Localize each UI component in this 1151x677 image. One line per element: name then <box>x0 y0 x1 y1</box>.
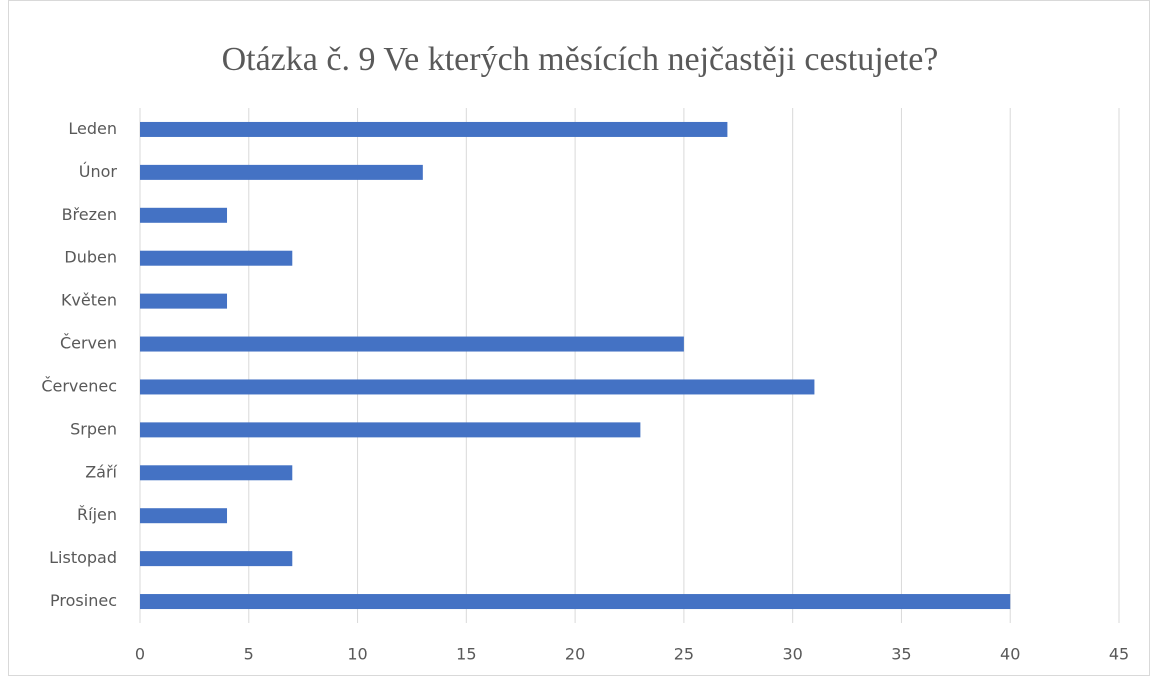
y-tick-label: Březen <box>62 205 117 224</box>
x-tick-label: 15 <box>456 645 476 664</box>
bar <box>140 465 293 481</box>
bar <box>140 422 641 438</box>
bar <box>140 293 228 309</box>
bar <box>140 121 728 137</box>
bar <box>140 250 293 266</box>
y-tick-label: Únor <box>79 162 118 181</box>
y-tick-label: Říjen <box>77 505 117 524</box>
x-tick-label: 5 <box>244 645 254 664</box>
bar <box>140 594 1011 610</box>
y-tick-label: Srpen <box>70 419 117 438</box>
y-tick-label: Září <box>85 462 117 481</box>
y-tick-label: Červenec <box>41 376 117 395</box>
x-tick-label: 35 <box>891 645 911 664</box>
x-tick-label: 30 <box>782 645 802 664</box>
y-tick-label: Červen <box>60 334 117 353</box>
chart-title: Otázka č. 9 Ve kterých měsících nejčastě… <box>222 41 939 78</box>
y-tick-label: Listopad <box>49 548 117 567</box>
y-tick-label: Květen <box>61 291 117 310</box>
bar <box>140 336 684 352</box>
bar <box>140 379 815 395</box>
bar <box>140 508 228 524</box>
x-tick-label: 10 <box>347 645 367 664</box>
y-tick-label: Prosinec <box>50 591 117 610</box>
x-tick-label: 20 <box>565 645 585 664</box>
y-tick-label: Duben <box>64 248 117 267</box>
x-tick-label: 40 <box>1000 645 1020 664</box>
y-tick-label: Leden <box>68 119 117 138</box>
x-tick-label: 25 <box>674 645 694 664</box>
bar <box>140 551 293 567</box>
bar <box>140 207 228 223</box>
x-tick-label: 0 <box>135 645 145 664</box>
x-tick-label: 45 <box>1109 645 1129 664</box>
bar <box>140 164 423 180</box>
